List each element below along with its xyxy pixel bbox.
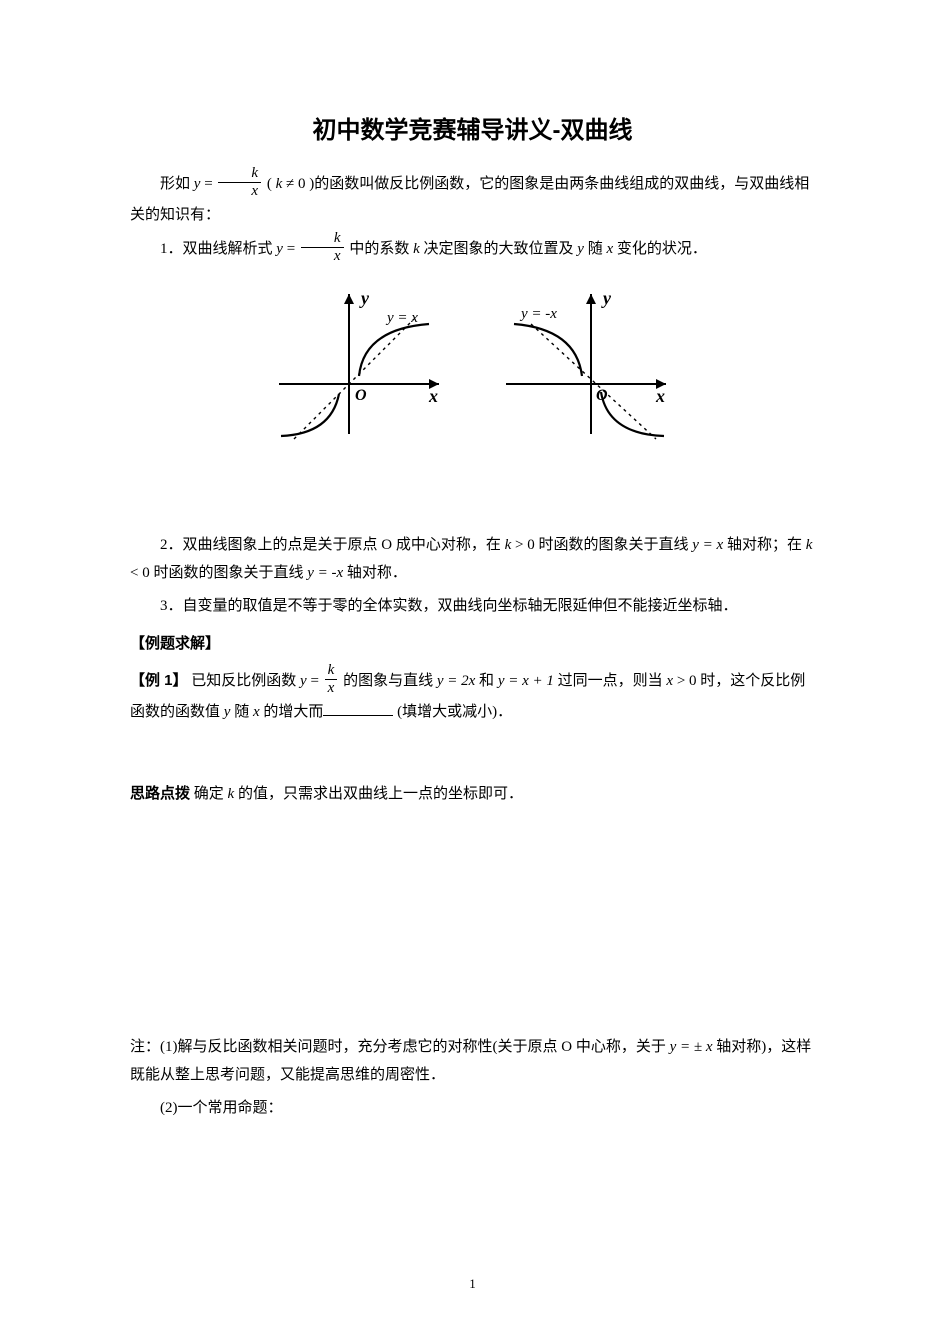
- spacer: [130, 461, 815, 531]
- note-2: (2)一个常用命题：: [130, 1094, 815, 1123]
- text: 1．双曲线解析式: [160, 241, 276, 257]
- text: 随: [584, 241, 607, 257]
- intro-paragraph: 形如 y = kx ( k ≠ 0 )的函数叫做反比例函数，它的图象是由两条曲线…: [130, 168, 815, 230]
- hint-text: (填增大或减小)．: [393, 704, 512, 720]
- text: 决定图象的大致位置及: [420, 241, 578, 257]
- text: 注：(1)解与反比函数相关问题时，充分考虑它的对称性(关于原点 O 中心称，关于: [130, 1039, 670, 1055]
- text: 和: [475, 673, 498, 689]
- numerator: k: [325, 663, 338, 679]
- rel-neq: ≠: [282, 176, 298, 192]
- axis-y-label: y: [601, 288, 612, 308]
- text: 的增大而: [260, 704, 324, 720]
- paren-l: (: [263, 176, 276, 192]
- eq-line1: y = 2x: [437, 673, 475, 689]
- section-examples-head: 【例题求解】: [130, 630, 815, 659]
- page-number: 1: [0, 1272, 945, 1297]
- page-title: 初中数学竞赛辅导讲义-双曲线: [130, 108, 815, 154]
- fraction-k-over-x: kx: [301, 231, 344, 264]
- origin-label: O: [596, 387, 608, 404]
- line-label: y = x: [385, 310, 418, 326]
- line-label: y = -x: [519, 306, 557, 322]
- text: 2．双曲线图象上的点是关于原点 O 成中心对称，在: [160, 537, 505, 553]
- spacer: [130, 813, 815, 1033]
- text: 时函数的图象关于直线: [150, 565, 308, 581]
- fill-in-blank[interactable]: [323, 701, 393, 716]
- eq-y-eq-pm-x: y = ± x: [670, 1039, 713, 1055]
- fraction-k-over-x: kx: [325, 663, 338, 696]
- point-3: 3．自变量的取值是不等于零的全体实数，双曲线向坐标轴无限延伸但不能接近坐标轴．: [130, 592, 815, 621]
- rel-gt: >: [673, 673, 689, 689]
- var-y: y: [300, 673, 307, 689]
- text: 轴对称；在: [723, 537, 806, 553]
- numerator: k: [218, 166, 261, 182]
- text: 中的系数: [346, 241, 414, 257]
- paren-r: ): [305, 176, 314, 192]
- denominator: x: [325, 679, 338, 696]
- num-0: 0: [142, 565, 150, 581]
- text: 过同一点，则当: [554, 673, 667, 689]
- axis-y-label: y: [359, 288, 370, 308]
- text: 已知反比例函数: [188, 673, 301, 689]
- axis-x-label: x: [655, 386, 665, 406]
- denominator: x: [301, 247, 344, 264]
- hint-label: 思路点拨: [130, 785, 190, 802]
- origin-label: O: [355, 387, 367, 404]
- text: 形如: [160, 176, 194, 192]
- rel-gt: >: [511, 537, 527, 553]
- hint-paragraph: 思路点拨 确定 k 的值，只需求出双曲线上一点的坐标即可．: [130, 780, 815, 809]
- var-k: k: [806, 537, 813, 553]
- figure-hyperbola-negative-k: y x O y = -x: [496, 284, 676, 444]
- var-y: y: [276, 241, 283, 257]
- eq-y-eq-x: y = x: [692, 537, 723, 553]
- example-1: 【例 1】 已知反比例函数 y = kx 的图象与直线 y = 2x 和 y =…: [130, 665, 815, 727]
- eq-op: =: [283, 241, 299, 257]
- eq-y-eq-neg-x: y = -x: [307, 565, 343, 581]
- figures-row: y x O y = x y x O y = -x: [130, 284, 815, 455]
- text: 的值，只需求出双曲线上一点的坐标即可．: [234, 786, 523, 802]
- example-label: 【例 1】: [130, 672, 188, 689]
- text: 确定: [190, 786, 228, 802]
- text: 轴对称．: [343, 565, 407, 581]
- rel-lt: <: [130, 565, 142, 581]
- num-0: 0: [527, 537, 535, 553]
- var-y: y: [577, 241, 584, 257]
- axis-x-label: x: [428, 386, 438, 406]
- spacer: [130, 730, 815, 780]
- text: 的图象与直线: [339, 673, 437, 689]
- note-1: 注：(1)解与反比函数相关问题时，充分考虑它的对称性(关于原点 O 中心称，关于…: [130, 1033, 815, 1090]
- point-2: 2．双曲线图象上的点是关于原点 O 成中心对称，在 k > 0 时函数的图象关于…: [130, 531, 815, 588]
- point-1: 1．双曲线解析式 y = kx 中的系数 k 决定图象的大致位置及 y 随 x …: [130, 233, 815, 266]
- fraction-k-over-x: kx: [218, 166, 261, 199]
- num-0: 0: [689, 673, 697, 689]
- eq-op: =: [307, 673, 323, 689]
- text: 时函数的图象关于直线: [535, 537, 693, 553]
- var-x: x: [253, 704, 260, 720]
- eq-op: =: [200, 176, 216, 192]
- numerator: k: [301, 231, 344, 247]
- eq-line2: y = x + 1: [498, 673, 554, 689]
- text: 随: [230, 704, 253, 720]
- denominator: x: [218, 182, 261, 199]
- var-k: k: [413, 241, 420, 257]
- figure-hyperbola-positive-k: y x O y = x: [269, 284, 449, 444]
- text: 变化的状况．: [613, 241, 707, 257]
